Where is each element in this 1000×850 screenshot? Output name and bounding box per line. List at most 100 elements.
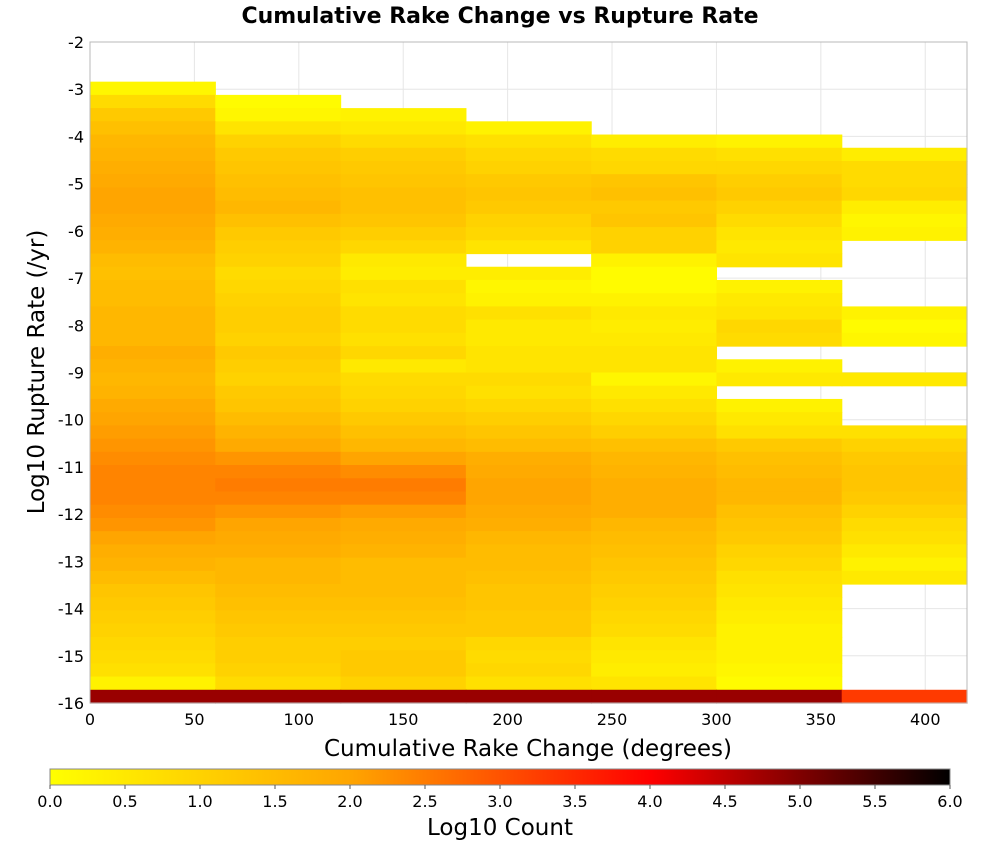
heatmap-cell — [90, 425, 216, 440]
heatmap-cell — [591, 319, 718, 334]
heatmap-cell — [465, 200, 592, 215]
heatmap-cell — [215, 531, 342, 545]
y-tick-label: -2 — [68, 33, 84, 52]
heatmap-cell — [340, 319, 467, 334]
heatmap-cell — [591, 174, 718, 189]
heatmap-cell — [340, 266, 467, 281]
heatmap-cell — [716, 147, 843, 162]
heatmap-cell — [591, 504, 718, 519]
heatmap-cell — [716, 227, 843, 241]
heatmap-cell — [591, 147, 718, 162]
heatmap-cell — [591, 266, 718, 281]
heatmap-cell — [90, 544, 216, 559]
heatmap-cell — [716, 465, 843, 479]
y-tick-label: -8 — [68, 316, 84, 335]
heatmap-cell — [215, 438, 342, 453]
heatmap-cell — [90, 491, 216, 506]
heatmap-cell — [215, 359, 342, 374]
heatmap-cell — [90, 385, 216, 400]
heatmap-cell — [465, 504, 592, 519]
heatmap-cell — [340, 108, 467, 122]
heatmap-cell — [841, 504, 968, 519]
heatmap-cell — [841, 451, 968, 466]
heatmap-cell — [90, 650, 216, 664]
heatmap-cell — [340, 504, 467, 519]
heatmap-cell — [90, 293, 216, 307]
heatmap-cell — [465, 676, 592, 691]
heatmap-cell — [340, 425, 467, 440]
heatmap-cell — [841, 478, 968, 493]
heatmap-cell — [340, 531, 467, 545]
heatmap-cell — [215, 213, 342, 228]
x-tick-label: 400 — [910, 710, 941, 729]
heatmap-cell — [465, 147, 592, 162]
heatmap-cell — [841, 319, 968, 334]
heatmap-cell — [465, 174, 592, 189]
heatmap-cell — [215, 451, 342, 466]
heatmap-cell — [340, 676, 467, 691]
heatmap-cell — [465, 346, 592, 360]
heatmap-cell — [215, 676, 342, 691]
heatmap-cell — [215, 200, 342, 215]
heatmap-cell — [465, 465, 592, 479]
y-tick-label: -5 — [68, 175, 84, 194]
x-tick-label: 200 — [492, 710, 523, 729]
heatmap-cell — [340, 372, 467, 387]
heatmap-cell — [90, 636, 216, 651]
heatmap-cell — [716, 174, 843, 189]
heatmap-cell — [90, 531, 216, 545]
heatmap-cell — [215, 584, 342, 598]
heatmap-cell — [215, 385, 342, 400]
heatmap-cell — [340, 160, 467, 175]
heatmap-cell — [465, 597, 592, 612]
heatmap-cell — [340, 293, 467, 307]
heatmap-cell — [340, 544, 467, 559]
y-axis-label: Log10 Rupture Rate (/yr) — [24, 230, 50, 515]
x-tick-label: 350 — [806, 710, 837, 729]
colorbar-tick-label: 2.0 — [337, 792, 362, 811]
heatmap-cell — [591, 438, 718, 453]
heatmap-cell — [215, 465, 342, 479]
heatmap-cell — [716, 610, 843, 625]
heatmap-cell — [465, 279, 592, 294]
heatmap-cell — [215, 636, 342, 651]
heatmap-cell — [215, 266, 342, 281]
heatmap-cell — [465, 134, 592, 149]
heatmap-cell — [90, 504, 216, 519]
heatmap-cell — [90, 200, 216, 215]
heatmap-cell — [841, 544, 968, 559]
heatmap-cell — [716, 438, 843, 453]
heatmap-cell — [340, 279, 467, 294]
heatmap-cell — [465, 517, 592, 532]
heatmap-cell — [841, 332, 968, 347]
heatmap-cell — [716, 398, 843, 413]
heatmap-cell — [215, 650, 342, 664]
heatmap-cell — [716, 491, 843, 506]
heatmap-cell — [716, 200, 843, 215]
heatmap-cell — [90, 187, 216, 202]
heatmap-cell — [90, 359, 216, 374]
y-tick-label: -10 — [58, 411, 84, 430]
heatmap-cell — [716, 570, 843, 585]
heatmap-cell — [591, 478, 718, 493]
x-axis-ticks: 0 50 100 150 200 250 300 350 400 — [85, 710, 941, 729]
heatmap-cell — [716, 517, 843, 532]
heatmap-cell — [716, 531, 843, 545]
heatmap-cell — [716, 332, 843, 347]
heatmap-cell — [340, 650, 467, 664]
heatmap-cell — [465, 531, 592, 545]
heatmap-cell — [340, 636, 467, 651]
heatmap-cell — [465, 266, 592, 281]
y-tick-label: -4 — [68, 127, 84, 146]
x-tick-label: 150 — [388, 710, 419, 729]
heatmap-cell — [841, 531, 968, 545]
heatmap-cell — [215, 293, 342, 307]
heatmap-cell — [716, 451, 843, 466]
heatmap-cell — [716, 676, 843, 691]
heatmap-cell — [340, 465, 467, 479]
heatmap-cell — [716, 544, 843, 559]
heatmap-cell — [591, 346, 718, 360]
heatmap-cell — [591, 398, 718, 413]
heatmap-cell — [591, 253, 718, 268]
heatmap-cell — [841, 227, 968, 241]
